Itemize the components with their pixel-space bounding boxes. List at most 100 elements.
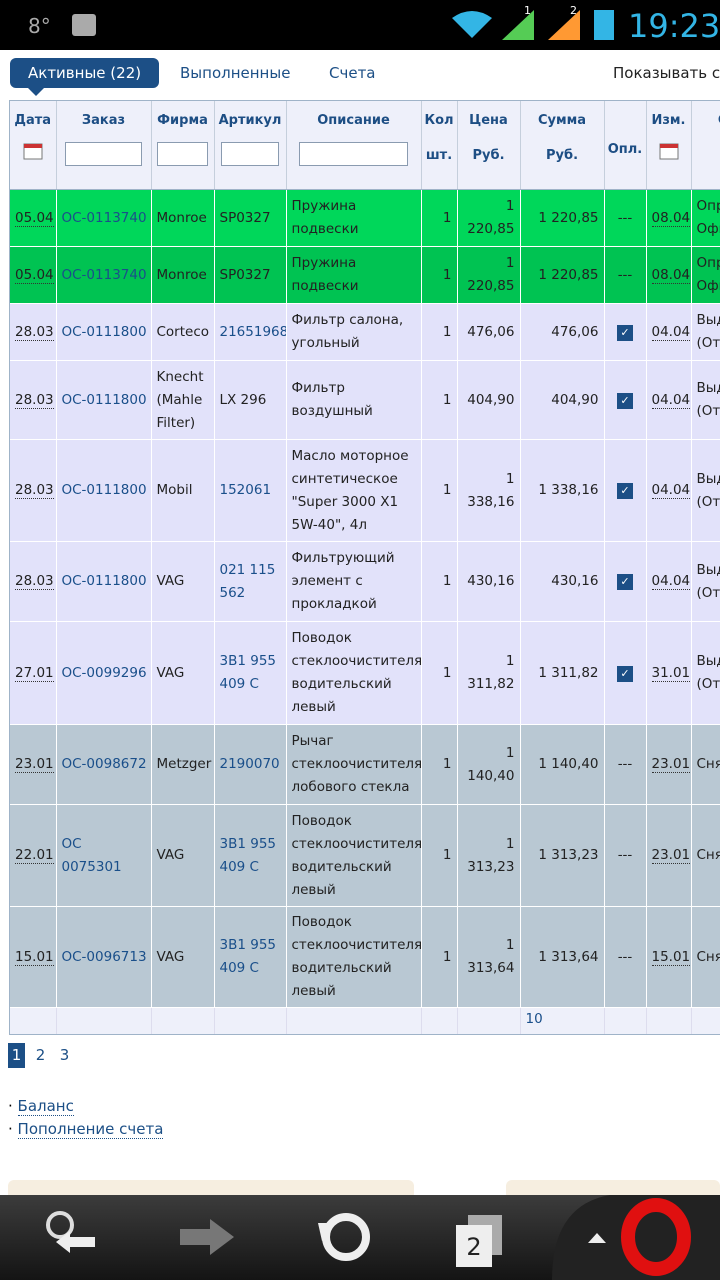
article[interactable]: 021 115 562 <box>220 562 276 601</box>
header-title: Опл. <box>608 142 643 157</box>
order-number[interactable]: ОС-0111800 <box>62 482 147 498</box>
calendar-icon[interactable] <box>10 132 56 168</box>
header-title: Изм. <box>652 113 686 128</box>
firm-cell: VAG <box>151 622 214 725</box>
changed-date[interactable]: 04.04 <box>652 392 691 409</box>
description-cell: Рычаг стеклоочистителя лобового стекла <box>286 725 421 805</box>
price-cell: 1 313,23 <box>457 805 520 907</box>
quantity-cell: 1 <box>421 622 457 725</box>
status-cell: Выд (От <box>691 304 720 361</box>
show-from[interactable]: Показывать с <box>613 58 720 88</box>
order-date[interactable]: 28.03 <box>15 392 54 409</box>
article-cell: SP0327 <box>214 247 286 304</box>
paid-cell: ✓ <box>604 622 646 725</box>
changed-date[interactable]: 08.04 <box>652 267 691 284</box>
price: 430,16 <box>467 573 514 589</box>
changed-date[interactable]: 31.01 <box>652 665 691 682</box>
calendar-icon[interactable] <box>647 132 691 168</box>
forward-button[interactable] <box>180 1219 234 1255</box>
order-number[interactable]: ОС-0113740 <box>62 210 147 226</box>
order-date[interactable]: 15.01 <box>15 949 54 966</box>
tabs-button[interactable]: 2 <box>456 1215 502 1267</box>
changed-date[interactable]: 04.04 <box>652 482 691 499</box>
price-cell: 1 338,16 <box>457 440 520 542</box>
order-number[interactable]: ОС 0075301 <box>62 836 122 875</box>
firm-cell: VAG <box>151 805 214 907</box>
firm-cell: Metzger <box>151 725 214 805</box>
filter-input[interactable] <box>221 142 279 166</box>
article[interactable]: 2190070 <box>220 756 280 772</box>
quantity-cell: 1 <box>421 440 457 542</box>
order-date[interactable]: 23.01 <box>15 756 54 773</box>
article[interactable]: 3В1 955 409 С <box>220 836 277 875</box>
column-header[interactable]: Дата <box>10 101 56 190</box>
column-header[interactable]: Опл. <box>604 101 646 190</box>
column-header[interactable]: Артикул <box>214 101 286 190</box>
reload-button[interactable] <box>318 1217 366 1257</box>
order-date[interactable]: 22.01 <box>15 847 54 864</box>
price: 1 338,16 <box>467 471 514 510</box>
changed-date[interactable]: 23.01 <box>652 756 691 773</box>
quantity: 1 <box>443 949 452 965</box>
quantity: 1 <box>443 392 452 408</box>
order-date[interactable]: 05.04 <box>15 267 54 284</box>
article[interactable]: 3В1 955 409 С <box>220 653 277 692</box>
filter-input[interactable] <box>65 142 142 166</box>
link[interactable]: Баланс <box>18 1097 74 1116</box>
changed-date-cell: 08.04 <box>646 247 691 304</box>
changed-date-cell: 15.01 <box>646 907 691 1008</box>
price-cell: 1 220,85 <box>457 190 520 247</box>
status: Выд (От <box>697 309 720 355</box>
changed-date[interactable]: 23.01 <box>652 847 691 864</box>
order-number[interactable]: ОС-0111800 <box>62 392 147 408</box>
column-header[interactable]: Изм. <box>646 101 691 190</box>
order-number[interactable]: ОС-0099296 <box>62 665 147 681</box>
order-number[interactable]: ОС-0113740 <box>62 267 147 283</box>
tab[interactable]: Счета <box>329 58 376 88</box>
description-cell: Фильтр салона, угольный <box>286 304 421 361</box>
article[interactable]: 152061 <box>220 482 272 498</box>
order-date-cell: 28.03 <box>10 542 56 622</box>
order-date[interactable]: 28.03 <box>15 573 54 590</box>
order-date[interactable]: 27.01 <box>15 665 54 682</box>
filter-input[interactable] <box>299 142 409 166</box>
page-link[interactable]: 2 <box>32 1043 49 1068</box>
tab[interactable]: Активные (22) <box>10 58 159 88</box>
changed-date[interactable]: 08.04 <box>652 210 691 227</box>
page-link[interactable]: 1 <box>8 1043 25 1068</box>
quantity: 1 <box>443 482 452 498</box>
price-cell: 1 313,64 <box>457 907 520 1008</box>
quantity-cell: 1 <box>421 361 457 440</box>
total-cell <box>151 1008 214 1036</box>
order-number[interactable]: ОС-0111800 <box>62 324 147 340</box>
changed-date[interactable]: 15.01 <box>652 949 691 966</box>
filter-input[interactable] <box>157 142 208 166</box>
column-header[interactable]: СосВп <box>691 101 720 190</box>
order-date[interactable]: 28.03 <box>15 482 54 499</box>
status-icons: 8° 1 2 19:23 <box>0 0 720 50</box>
order-number[interactable]: ОС-0098672 <box>62 756 147 772</box>
price-cell: 476,06 <box>457 304 520 361</box>
sum-cell: 1 338,16 <box>520 440 604 542</box>
order-number[interactable]: ОС-0096713 <box>62 949 147 965</box>
link[interactable]: Пополнение счета <box>18 1120 164 1139</box>
article[interactable]: 21651968 <box>220 324 287 340</box>
tab[interactable]: Выполненные <box>180 58 290 88</box>
order-date[interactable]: 28.03 <box>15 324 54 341</box>
back-button[interactable] <box>48 1213 95 1253</box>
page-link[interactable]: 3 <box>56 1043 73 1068</box>
changed-date[interactable]: 04.04 <box>652 573 691 590</box>
order-number[interactable]: ОС-0111800 <box>62 573 147 589</box>
column-header[interactable]: Заказ <box>56 101 151 190</box>
price-cell: 430,16 <box>457 542 520 622</box>
article[interactable]: 3В1 955 409 С <box>220 937 277 976</box>
column-header[interactable]: Описание <box>286 101 421 190</box>
order-date-cell: 28.03 <box>10 361 56 440</box>
changed-date[interactable]: 04.04 <box>652 324 691 341</box>
order-date[interactable]: 05.04 <box>15 210 54 227</box>
column-header[interactable]: Фирма <box>151 101 214 190</box>
